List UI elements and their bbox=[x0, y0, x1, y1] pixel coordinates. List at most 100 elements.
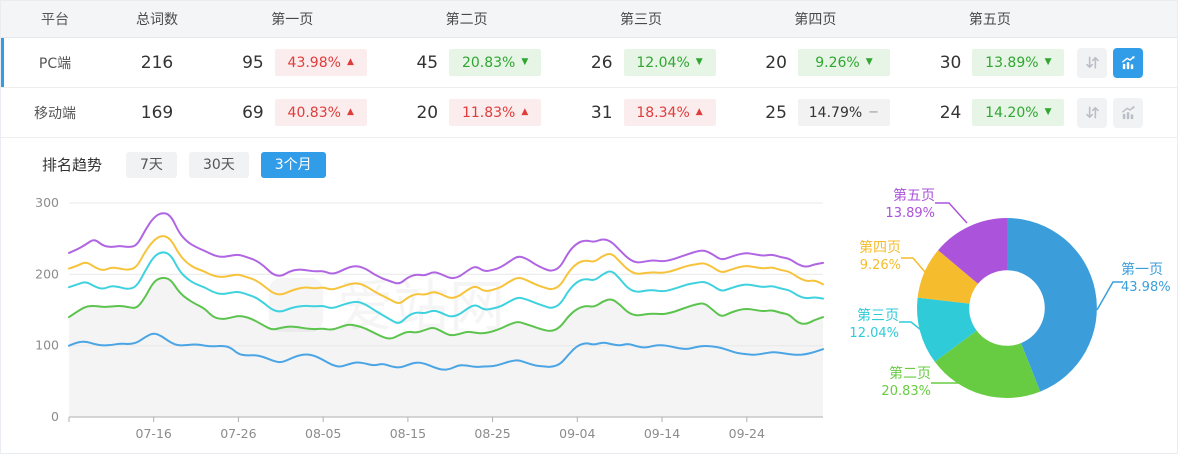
donut-slice-第二页[interactable] bbox=[934, 330, 1041, 398]
trend-chart-icon bbox=[1121, 106, 1135, 120]
platform-name: 移动端 bbox=[34, 105, 76, 122]
table-header: 平台 总词数 第一页 第二页 第三页 第四页 第五页 bbox=[1, 1, 1177, 38]
page-1-cell: 95 43.98% ▲ bbox=[205, 49, 379, 76]
page-4-cell: 25 14.79% − bbox=[728, 99, 902, 126]
row-actions bbox=[1077, 47, 1177, 78]
active-row-indicator bbox=[1, 38, 4, 87]
platform-name: PC端 bbox=[38, 55, 72, 72]
col-header-page-1: 第一页 bbox=[271, 12, 314, 28]
col-header-page-5: 第五页 bbox=[968, 12, 1011, 28]
series-line-第四页 bbox=[68, 235, 824, 304]
trend-title: 排名趋势 bbox=[42, 155, 103, 174]
page-1-count: 69 bbox=[242, 102, 264, 123]
trend-range-tabs: 7天 30天 3个月 bbox=[126, 152, 338, 178]
y-tick-label: 0 bbox=[51, 409, 59, 424]
sort-button[interactable] bbox=[1077, 47, 1108, 78]
page-4-percent-badge: 9.26% ▼ bbox=[797, 49, 890, 76]
page-5-cell: 24 14.20% ▼ bbox=[903, 99, 1077, 126]
trend-up-icon: ▲ bbox=[346, 107, 354, 117]
series-line-第五页 bbox=[68, 212, 824, 285]
label-leader-line bbox=[1096, 281, 1123, 311]
table-row[interactable]: PC端 216 95 43.98% ▲ 45 20.83% ▼ 26 12.04% ▼ 20 9.26%… bbox=[1, 38, 1177, 88]
sort-button[interactable] bbox=[1077, 97, 1108, 128]
pie-label-percent: 9.26% bbox=[859, 258, 901, 273]
percent-value: 12.04% bbox=[636, 54, 690, 71]
col-header-page-3: 第三页 bbox=[620, 12, 663, 28]
page-3-count: 31 bbox=[590, 102, 613, 123]
area-fill bbox=[69, 277, 823, 417]
x-tick-label: 08-25 bbox=[474, 426, 510, 441]
x-tick-label: 09-24 bbox=[729, 426, 765, 441]
tab-30天[interactable]: 30天 bbox=[188, 152, 249, 178]
page-2-percent-badge: 11.83% ▲ bbox=[449, 99, 542, 126]
trend-down-icon: ▼ bbox=[865, 57, 873, 67]
rank-table: 平台 总词数 第一页 第二页 第三页 第四页 第五页 PC端 216 95 43.98% ▲ 45 20… bbox=[1, 1, 1177, 138]
page-2-cell: 45 20.83% ▼ bbox=[379, 49, 553, 76]
x-tick-label: 07-26 bbox=[220, 426, 256, 441]
pie-label-name: 第一页 bbox=[1121, 262, 1163, 278]
row-actions bbox=[1077, 97, 1177, 128]
y-tick-label: 100 bbox=[35, 338, 59, 353]
pie-label-percent: 20.83% bbox=[881, 384, 931, 399]
page-1-cell: 69 40.83% ▲ bbox=[205, 99, 379, 126]
donut-slice-第五页[interactable] bbox=[938, 218, 1007, 284]
series-line-第一页 bbox=[68, 332, 824, 371]
trend-down-icon: ▼ bbox=[695, 57, 703, 67]
trend-up-icon: ▲ bbox=[695, 107, 703, 117]
trend-down-icon: ▼ bbox=[1044, 57, 1052, 67]
table-body: PC端 216 95 43.98% ▲ 45 20.83% ▼ 26 12.04% ▼ 20 9.26%… bbox=[1, 38, 1177, 138]
page-3-cell: 31 18.34% ▲ bbox=[554, 99, 728, 126]
label-leader-line bbox=[935, 202, 968, 224]
pie-label-第三页: 第三页 12.04% bbox=[837, 308, 899, 342]
pie-label-percent: 12.04% bbox=[849, 326, 899, 341]
percent-value: 13.89% bbox=[985, 54, 1039, 71]
x-tick-label: 09-04 bbox=[559, 426, 595, 441]
page-3-percent-badge: 12.04% ▼ bbox=[623, 49, 716, 76]
total-words-value: 216 bbox=[140, 52, 174, 73]
percent-value: 14.79% bbox=[808, 104, 863, 121]
pie-label-name: 第三页 bbox=[857, 308, 899, 324]
page-3-count: 26 bbox=[590, 52, 613, 73]
page-2-cell: 20 11.83% ▲ bbox=[379, 99, 553, 126]
page-2-percent-badge: 20.83% ▼ bbox=[449, 49, 542, 76]
page-share-donut-chart: 第一页 43.98% 第二页 20.83% 第三页 12.04% 第四页 9.26% 第五页 13… bbox=[837, 170, 1175, 453]
pie-label-name: 第四页 bbox=[859, 240, 901, 256]
y-tick-label: 200 bbox=[35, 266, 59, 281]
pie-label-name: 第五页 bbox=[893, 188, 935, 204]
table-row[interactable]: 移动端 169 69 40.83% ▲ 20 11.83% ▲ 31 18.34% ▲ 25 14.79… bbox=[1, 88, 1177, 138]
rank-trend-line-chart: 爱站网 07-16 07-26 08-05 08-15 08-25 09-04 09-14 09… bbox=[1, 190, 841, 453]
label-leader-line bbox=[901, 257, 926, 273]
show-trend-button[interactable] bbox=[1113, 47, 1144, 78]
x-tick-label: 09-14 bbox=[644, 426, 680, 441]
trend-up-icon: ▲ bbox=[521, 107, 529, 117]
trend-up-icon: ▲ bbox=[346, 57, 354, 67]
donut-slice-第四页[interactable] bbox=[917, 250, 978, 304]
charts-area: 爱站网 07-16 07-26 08-05 08-15 08-25 09-04 09-14 09… bbox=[1, 188, 1177, 453]
percent-value: 9.26% bbox=[815, 54, 860, 71]
sort-arrows-icon bbox=[1085, 56, 1099, 69]
trend-toolbar: 排名趋势 7天 30天 3个月 bbox=[1, 138, 1177, 190]
page-1-percent-badge: 43.98% ▲ bbox=[274, 49, 367, 76]
donut-slice-第三页[interactable] bbox=[916, 297, 977, 362]
page-3-percent-badge: 18.34% ▲ bbox=[623, 99, 716, 126]
show-trend-button[interactable] bbox=[1113, 97, 1144, 128]
page-5-count: 30 bbox=[939, 52, 962, 73]
page-4-percent-badge: 14.79% − bbox=[797, 99, 890, 126]
page-4-count: 25 bbox=[765, 102, 787, 123]
x-tick-label: 08-05 bbox=[305, 426, 341, 441]
tab-7天[interactable]: 7天 bbox=[126, 152, 177, 178]
page-2-count: 45 bbox=[416, 52, 439, 73]
donut-slice-第一页[interactable] bbox=[1007, 218, 1097, 392]
page-5-percent-badge: 14.20% ▼ bbox=[972, 99, 1065, 126]
sort-arrows-icon bbox=[1085, 106, 1099, 119]
trend-chart-icon bbox=[1121, 56, 1135, 70]
col-header-total-words: 总词数 bbox=[136, 12, 178, 28]
col-header-platform: 平台 bbox=[41, 12, 69, 28]
pie-label-第五页: 第五页 13.89% bbox=[873, 188, 935, 222]
tab-3个月[interactable]: 3个月 bbox=[260, 152, 326, 178]
pie-label-percent: 13.89% bbox=[885, 206, 935, 221]
percent-value: 20.83% bbox=[461, 54, 516, 71]
trend-down-icon: ▼ bbox=[1044, 107, 1052, 117]
percent-value: 11.83% bbox=[461, 104, 516, 121]
